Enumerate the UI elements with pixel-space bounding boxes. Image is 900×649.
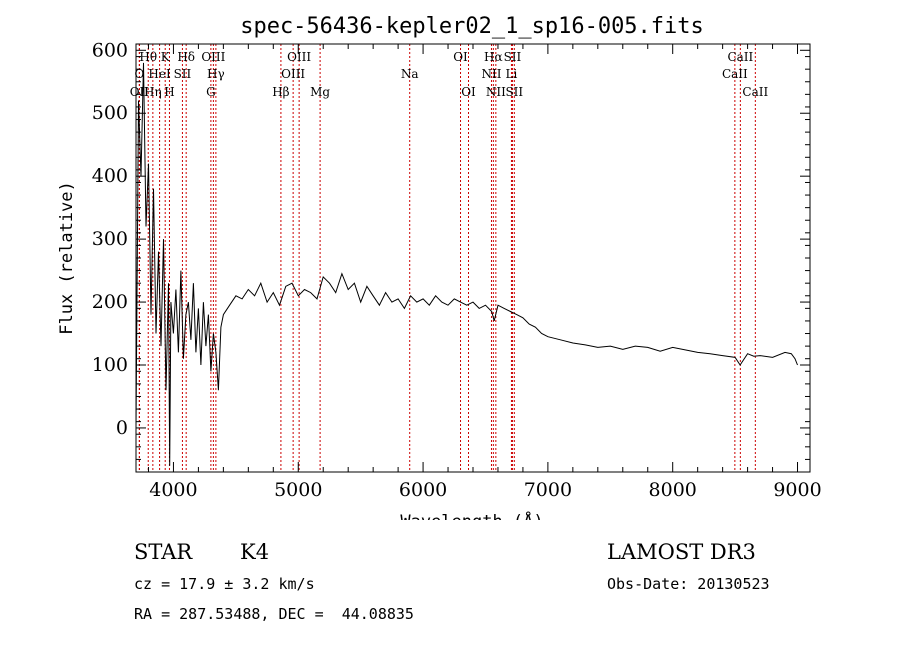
y-tick-label: 100 — [92, 354, 128, 376]
line-marker-label: Hθ — [139, 50, 157, 64]
object-class: STAR — [134, 540, 193, 564]
line-marker-label: NII — [481, 67, 501, 81]
line-marker-label: H — [164, 85, 174, 99]
line-marker-label: SII — [174, 67, 192, 81]
line-marker-label: CaII — [742, 85, 768, 99]
line-marker-label: G — [206, 85, 216, 99]
y-tick-label: 200 — [92, 291, 128, 313]
x-axis-ticks: 4000 5000 6000 7000 8000 9000 — [147, 44, 822, 501]
object-subclass: K4 — [240, 540, 270, 564]
line-marker-labels: OOIIHθHηHeIKHSIIHδGOIIIHγHβOIIIOIIIMgNaO… — [130, 50, 769, 99]
line-marker-label: O — [134, 67, 144, 81]
y-tick-label: 400 — [92, 165, 128, 187]
line-markers — [138, 44, 756, 472]
spectrum-line — [135, 62, 798, 466]
line-marker-label: NII — [486, 85, 506, 99]
line-marker-label: K — [161, 50, 171, 64]
line-marker-label: SII — [505, 85, 523, 99]
line-marker-label: Hδ — [177, 50, 195, 64]
x-axis-label: Wavelength (Å) — [400, 510, 543, 520]
line-marker-label: OIII — [287, 50, 311, 64]
plot-frame — [135, 43, 811, 473]
line-marker-label: OIII — [281, 67, 305, 81]
line-marker-label: CaII — [727, 50, 753, 64]
line-marker-label: HeI — [148, 67, 171, 81]
line-marker-label: Li — [506, 67, 518, 81]
x-tick-label: 6000 — [399, 479, 447, 501]
x-tick-label: 9000 — [773, 479, 821, 501]
y-tick-label: 500 — [92, 102, 128, 124]
line-marker-label: OI — [461, 85, 476, 99]
y-tick-label: 600 — [92, 39, 128, 61]
line-marker-label: Hη — [144, 85, 162, 99]
line-marker-label: Hγ — [207, 67, 225, 81]
y-axis-ticks: 0 100 200 300 400 500 600 — [92, 39, 810, 460]
x-tick-label: 8000 — [649, 479, 697, 501]
line-marker-label: Na — [401, 67, 419, 81]
line-marker-label: Mg — [310, 85, 330, 99]
y-tick-label: 300 — [92, 228, 128, 250]
chart-title: spec-56436-kepler02_1_sp16-005.fits — [240, 14, 704, 39]
survey-name: LAMOST DR3 — [607, 540, 756, 564]
y-tick-label: 0 — [116, 417, 128, 439]
coords-text: RA = 287.53488, DEC = 44.08835 — [134, 605, 414, 623]
line-marker-label: OIII — [201, 50, 225, 64]
line-marker-label: OI — [453, 50, 468, 64]
line-marker-label: Hα — [484, 50, 503, 64]
redshift-text: cz = 17.9 ± 3.2 km/s — [134, 575, 315, 593]
x-tick-label: 4000 — [149, 479, 197, 501]
line-marker-label: Hβ — [272, 85, 289, 99]
spectrum-chart: spec-56436-kepler02_1_sp16-005.fits O OII… — [57, 14, 822, 520]
obs-date-text: Obs-Date: 20130523 — [607, 575, 770, 593]
line-marker-label: CaII — [722, 67, 748, 81]
x-tick-label: 5000 — [274, 479, 322, 501]
y-axis-label: Flux (relative) — [57, 181, 77, 335]
line-marker-label: SII — [504, 50, 522, 64]
x-tick-label: 7000 — [524, 479, 572, 501]
